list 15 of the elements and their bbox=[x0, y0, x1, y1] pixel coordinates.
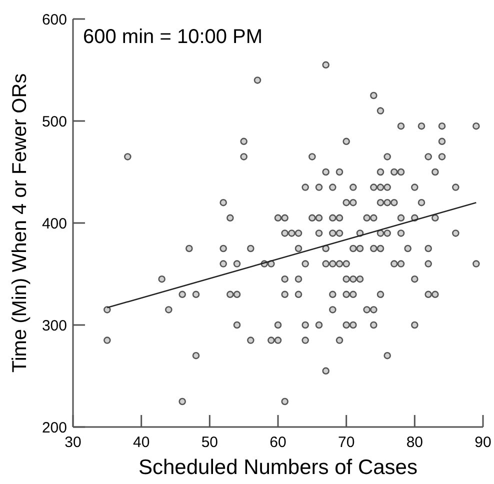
x-tick-label: 40 bbox=[132, 434, 150, 451]
x-axis-title: Scheduled Numbers of Cases bbox=[138, 456, 418, 479]
x-tick-label: 80 bbox=[406, 434, 424, 451]
y-axis-title: Time (Min) When 4 or Fewer ORs bbox=[9, 73, 31, 373]
y-tick-label: 300 bbox=[42, 317, 67, 334]
x-tick-label: 90 bbox=[474, 434, 492, 451]
x-tick-label: 50 bbox=[201, 434, 218, 451]
y-tick-label: 600 bbox=[42, 11, 67, 28]
y-tick-label: 400 bbox=[42, 215, 67, 232]
y-tick-label: 200 bbox=[42, 419, 67, 436]
x-tick-label: 60 bbox=[270, 434, 286, 451]
x-tick-label: 70 bbox=[338, 434, 355, 451]
annotation: 600 min = 10:00 PM bbox=[83, 26, 263, 48]
x-tick-label: 30 bbox=[64, 434, 82, 451]
y-tick-label: 500 bbox=[42, 113, 67, 130]
